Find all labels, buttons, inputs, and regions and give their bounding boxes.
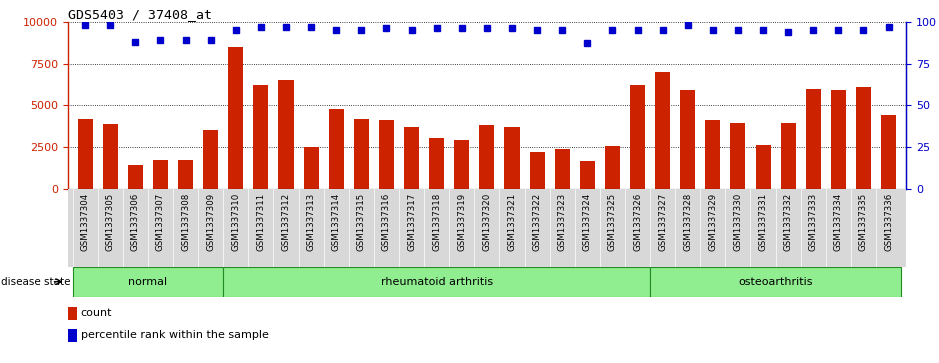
Bar — [379, 120, 394, 189]
Bar — [354, 119, 369, 189]
Text: GSM1337332: GSM1337332 — [784, 193, 793, 251]
Text: GSM1337309: GSM1337309 — [207, 193, 215, 251]
Text: GSM1337324: GSM1337324 — [583, 193, 592, 251]
Bar — [806, 89, 821, 189]
Bar — [254, 85, 269, 189]
Text: GSM1337308: GSM1337308 — [181, 193, 190, 251]
Text: GSM1337331: GSM1337331 — [759, 193, 767, 251]
Text: GSM1337319: GSM1337319 — [457, 193, 467, 251]
Bar — [479, 125, 495, 189]
Bar — [223, 267, 650, 297]
Text: GSM1337321: GSM1337321 — [507, 193, 516, 251]
Text: GSM1337304: GSM1337304 — [81, 193, 90, 251]
Bar — [731, 123, 746, 189]
Text: percentile rank within the sample: percentile rank within the sample — [81, 330, 269, 340]
Text: GSM1337307: GSM1337307 — [156, 193, 165, 251]
Text: disease state: disease state — [1, 277, 70, 287]
Text: GSM1337326: GSM1337326 — [633, 193, 642, 251]
Bar — [630, 85, 645, 189]
Text: GSM1337335: GSM1337335 — [859, 193, 868, 251]
Bar — [72, 267, 223, 297]
Text: GSM1337322: GSM1337322 — [532, 193, 542, 251]
Bar — [178, 160, 193, 189]
Text: GSM1337315: GSM1337315 — [357, 193, 366, 251]
Bar — [655, 72, 670, 189]
Text: GSM1337328: GSM1337328 — [684, 193, 692, 251]
Bar — [680, 90, 695, 189]
Text: GSM1337334: GSM1337334 — [834, 193, 843, 251]
Bar — [555, 149, 570, 189]
Text: GSM1337329: GSM1337329 — [708, 193, 717, 251]
Text: GSM1337318: GSM1337318 — [432, 193, 441, 251]
Bar — [756, 145, 771, 189]
Bar — [780, 123, 795, 189]
Bar — [78, 119, 93, 189]
Text: GSM1337323: GSM1337323 — [558, 193, 567, 251]
Bar — [504, 127, 519, 189]
Text: GSM1337316: GSM1337316 — [382, 193, 391, 251]
Bar — [650, 267, 901, 297]
Bar — [429, 138, 444, 189]
Bar — [530, 152, 545, 189]
Bar — [279, 80, 294, 189]
Text: normal: normal — [129, 277, 167, 287]
Bar — [68, 329, 77, 342]
Text: rheumatoid arthritis: rheumatoid arthritis — [380, 277, 493, 287]
Bar — [831, 90, 846, 189]
Text: count: count — [81, 308, 113, 318]
Text: GSM1337313: GSM1337313 — [307, 193, 316, 251]
Bar — [881, 115, 896, 189]
Text: GSM1337310: GSM1337310 — [231, 193, 240, 251]
Bar — [303, 147, 318, 189]
Text: GSM1337325: GSM1337325 — [608, 193, 617, 251]
Text: osteoarthritis: osteoarthritis — [738, 277, 813, 287]
Bar — [705, 120, 720, 189]
Bar — [605, 146, 620, 189]
Bar — [454, 139, 470, 189]
Bar — [68, 307, 77, 320]
Bar — [329, 109, 344, 189]
Bar — [856, 87, 871, 189]
Bar — [128, 166, 143, 189]
Bar — [153, 160, 168, 189]
Text: GSM1337333: GSM1337333 — [808, 193, 818, 251]
Bar — [228, 47, 243, 189]
Text: GSM1337317: GSM1337317 — [407, 193, 416, 251]
Text: GDS5403 / 37408_at: GDS5403 / 37408_at — [68, 8, 211, 21]
Text: GSM1337312: GSM1337312 — [282, 193, 290, 251]
Bar — [102, 124, 117, 189]
Text: GSM1337314: GSM1337314 — [331, 193, 341, 251]
Text: GSM1337330: GSM1337330 — [733, 193, 743, 251]
Text: GSM1337311: GSM1337311 — [256, 193, 266, 251]
Text: GSM1337320: GSM1337320 — [483, 193, 491, 251]
Text: GSM1337327: GSM1337327 — [658, 193, 667, 251]
Bar — [203, 130, 218, 189]
Text: GSM1337305: GSM1337305 — [106, 193, 115, 251]
Bar — [579, 161, 594, 189]
Text: GSM1337306: GSM1337306 — [131, 193, 140, 251]
Text: GSM1337336: GSM1337336 — [884, 193, 893, 251]
Bar — [404, 127, 419, 189]
